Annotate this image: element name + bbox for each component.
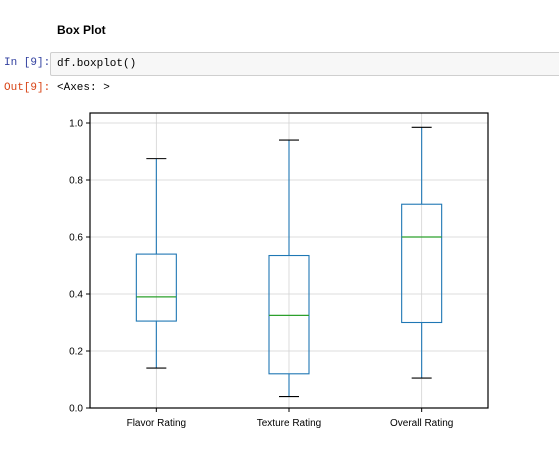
box-0 [135, 158, 177, 369]
box-2 [401, 126, 443, 379]
output-prompt: Out[9]: [4, 82, 51, 94]
xtick-label: Texture Rating [257, 418, 321, 429]
box-iqr [135, 253, 177, 322]
ytick-label: 0.8 [69, 176, 83, 187]
ytick-label: 0.6 [69, 233, 83, 244]
box-layer [135, 126, 443, 398]
xtick-label: Overall Rating [390, 418, 453, 429]
output-text: <Axes: > [57, 82, 110, 94]
code-cell-input[interactable]: df.boxplot() [50, 52, 559, 76]
box-iqr [268, 254, 310, 375]
ytick-label: 1.0 [69, 119, 83, 130]
code-text[interactable]: df.boxplot() [57, 58, 137, 70]
tick-layer: 0.0 0.2 0.4 0.6 0.8 1.0 Flavor Rating Texture R… [69, 119, 453, 430]
markdown-heading: Box Plot [57, 23, 106, 37]
ytick-label: 0.2 [69, 347, 83, 358]
input-prompt: In [9]: [4, 57, 51, 69]
box-1 [268, 139, 310, 398]
ytick-label: 0.4 [69, 290, 83, 301]
ytick-label: 0.0 [69, 404, 83, 415]
box-iqr [401, 203, 443, 324]
xtick-label: Flavor Rating [127, 418, 186, 429]
